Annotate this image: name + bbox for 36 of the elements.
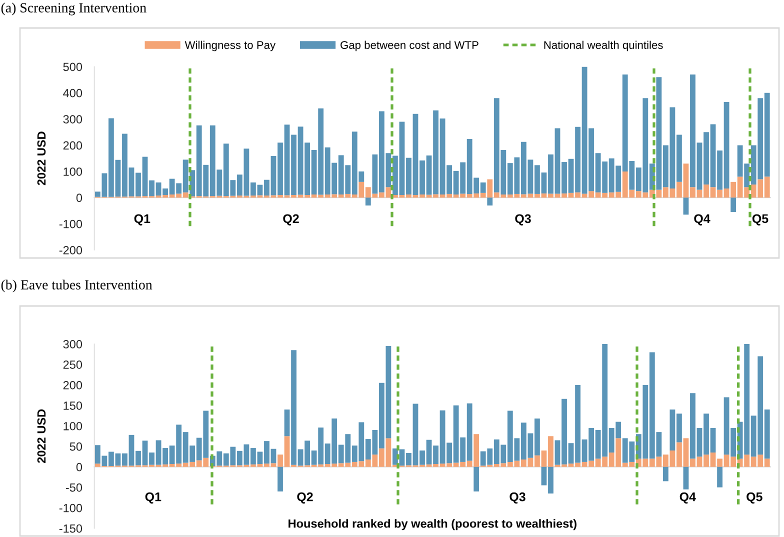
annotation: Q1 [134, 214, 150, 226]
y-tick-label: -100 [59, 220, 82, 228]
annotation: Q2 [297, 492, 313, 504]
y-tick-label: 0 [76, 194, 82, 202]
y-tick-label: -150 [59, 524, 82, 533]
legend-label: Willingness to Pay [184, 40, 276, 52]
annotation: Q5 [752, 214, 768, 226]
y-tick-label: 250 [63, 360, 82, 369]
y-tick-label: 100 [64, 167, 82, 176]
annotation: Q4 [694, 214, 710, 226]
y-axis-title: 2022 USD [37, 409, 46, 463]
y-tick-label: 300 [63, 115, 82, 124]
annotation: Q1 [145, 492, 162, 504]
y-tick-label: 0 [76, 462, 82, 472]
y-tick-label: 100 [64, 422, 82, 430]
y-tick-label: -50 [66, 483, 82, 492]
legend-label: Gap between cost and WTP [340, 40, 478, 52]
y-tick-label: 50 [70, 442, 82, 451]
y-tick-label: 200 [63, 380, 82, 390]
annotation: Q4 [680, 492, 696, 504]
y-tick-label: 300 [63, 340, 82, 348]
y-tick-label: -200 [59, 246, 82, 254]
y-tick-label: 150 [64, 401, 82, 410]
chart-title: (b) Eave tubes Intervention [1, 280, 152, 292]
annotation: Q5 [746, 492, 762, 504]
y-tick-label: -100 [59, 504, 82, 512]
x-axis-title: Household ranked by wealth (poorest to wealthiest) [288, 519, 576, 530]
text: National wealth quintiles [544, 40, 663, 52]
y-tick-label: 500 [63, 62, 82, 72]
chart-title: (a) Screening Intervention [1, 2, 146, 16]
annotation: Q3 [515, 214, 531, 226]
annotation: Q2 [283, 214, 299, 226]
y-tick-label: 400 [63, 88, 82, 98]
y-tick-label: 200 [63, 141, 82, 150]
y-axis-title: 2022 USD [37, 132, 46, 186]
annotation: Q3 [510, 492, 526, 504]
